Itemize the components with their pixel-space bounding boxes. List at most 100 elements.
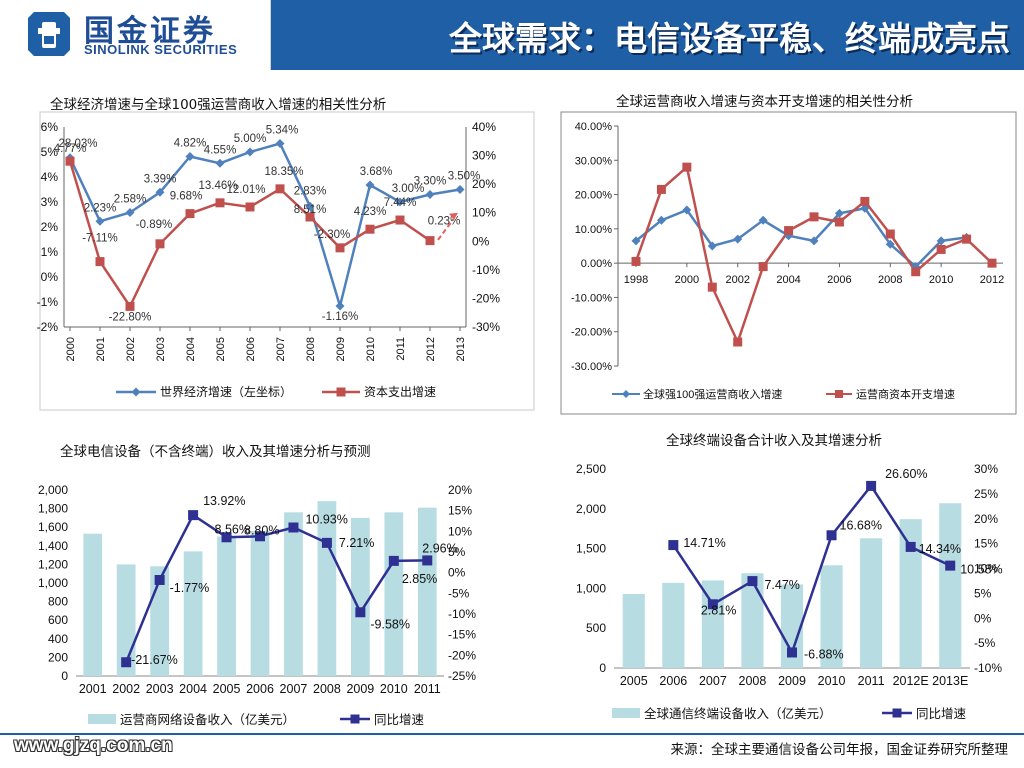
- chart4-x-tick-label: 2012E: [893, 674, 929, 688]
- chart1-right-tick-label: -20%: [472, 291, 500, 305]
- chart4-x-tick-label: 2006: [659, 674, 687, 688]
- chart3-left-tick-label: 1,000: [38, 576, 68, 590]
- chart3-x-tick-label: 2001: [79, 682, 107, 696]
- chart3-left-tick-label: 1,800: [38, 502, 68, 516]
- chart3-data-label-growth: 2.96%: [422, 541, 457, 555]
- chart1-left-tick-label: -2%: [37, 320, 59, 334]
- chart1-point-capex: [395, 215, 405, 225]
- chart1-point-capex: [305, 212, 315, 222]
- chart4-point-growth: [668, 540, 679, 551]
- chart1-left-tick-label: 2%: [41, 220, 59, 234]
- chart3-data-label-growth: -21.67%: [131, 653, 178, 667]
- chart3-left-tick-label: 1,200: [38, 557, 68, 571]
- chart4-data-label-growth: 26.60%: [885, 467, 927, 481]
- chart3-x-tick-label: 2011: [414, 682, 441, 696]
- chart1-point-world-growth: [245, 147, 255, 157]
- chart1-point-capex: [95, 257, 105, 267]
- chart3-point-growth: [154, 574, 165, 585]
- chart1-x-tick-label: 2000: [65, 337, 77, 361]
- chart2-title: 全球运营商收入增速与资本开支增速的相关性分析: [616, 94, 913, 110]
- chart2-y-tick-label: 40.00%: [575, 121, 613, 133]
- chart2-point-capex: [834, 217, 844, 227]
- chart3-point-growth: [288, 522, 299, 533]
- chart3-right-tick-label: -20%: [448, 648, 476, 662]
- chart3-left-tick-label: 0: [61, 669, 68, 683]
- chart1-left-tick-label: 5%: [41, 145, 59, 159]
- chart3-data-label-growth: -9.58%: [370, 617, 410, 631]
- chart3-point-growth: [422, 555, 433, 566]
- footer-source-note: 来源：全球主要通信设备公司年报，国金证券研究所整理: [670, 742, 1009, 758]
- chart1-right-tick-label: 0%: [472, 234, 490, 248]
- chart1-right-tick-label: 20%: [472, 177, 496, 191]
- chart1-point-capex: [125, 301, 135, 311]
- chart2-x-tick-label: 2010: [929, 274, 953, 286]
- chart4-x-tick-label: 2005: [620, 674, 648, 688]
- chart1-x-tick-label: 2003: [155, 337, 167, 361]
- chart1-x-tick-label: 2010: [365, 337, 377, 361]
- chart1-data-label-world-growth: 3.30%: [414, 176, 447, 188]
- chart4-right-tick-label: 30%: [974, 462, 998, 476]
- chart4-data-label-growth: 10.58%: [960, 563, 1002, 577]
- chart4-right-tick-label: 10%: [974, 562, 998, 576]
- chart3-bar: [317, 501, 337, 676]
- chart3-point-growth: [321, 537, 332, 548]
- chart4-x-tick-label: 2009: [778, 674, 806, 688]
- chart4-series-line-growth: [672, 483, 951, 656]
- chart3-point-growth: [221, 532, 232, 543]
- chart4-left-tick-label: 1,000: [576, 581, 606, 595]
- chart4-legend-marker-line: [892, 708, 902, 718]
- chart4-data-label-growth: 16.68%: [840, 518, 882, 532]
- chart4-title: 全球终端设备合计收入及其增速分析: [666, 433, 882, 449]
- chart2-point-capex: [656, 184, 666, 194]
- chart1-data-label-capex: 4.23%: [354, 206, 387, 218]
- chart4-left-tick-label: 500: [586, 621, 606, 635]
- chart3-legend-label-bar: 运营商网络设备收入（亿美元）: [120, 712, 295, 727]
- chart1-x-tick-label: 2001: [95, 337, 107, 361]
- chart3-bar: [83, 533, 103, 676]
- chart4-bar: [622, 593, 645, 668]
- chart1-point-capex: [245, 202, 255, 212]
- chart2-y-tick-label: 20.00%: [575, 190, 613, 202]
- chart2-point-revenue: [733, 234, 743, 244]
- chart3-right-tick-label: -10%: [448, 607, 476, 621]
- chart3-point-growth: [388, 555, 399, 566]
- sinolink-logo-icon: [28, 12, 70, 56]
- chart4-bar: [939, 503, 962, 668]
- chart1-left-tick-label: 0%: [41, 270, 59, 284]
- chart1-right-tick-label: 40%: [472, 120, 496, 134]
- chart2-y-tick-label: -30.00%: [571, 361, 612, 373]
- chart1-x-tick-label: 2011: [395, 337, 407, 361]
- chart3-x-tick-label: 2006: [246, 682, 274, 696]
- chart4-legend-label-line: 同比增速: [916, 706, 967, 721]
- chart2-point-capex: [809, 212, 819, 222]
- chart1-data-label-capex: -0.89%: [136, 219, 172, 231]
- chart1-data-label-world-growth: 3.00%: [392, 183, 425, 195]
- chart4-point-growth: [826, 530, 837, 541]
- chart4-x-tick-label: 2008: [739, 674, 767, 688]
- chart2-point-capex: [987, 258, 997, 268]
- chart1-point-world-growth: [215, 158, 225, 168]
- chart1-data-label-capex: 9.68%: [170, 191, 203, 203]
- chart1-data-label-world-growth: 5.34%: [266, 125, 299, 137]
- chart2-point-revenue: [682, 205, 692, 215]
- chart4-right-tick-label: 15%: [974, 537, 998, 551]
- chart1-point-world-growth: [275, 139, 285, 148]
- chart4-bar: [820, 565, 843, 668]
- chart1-frame: [39, 111, 535, 411]
- chart1-legend-marker-capex: [336, 387, 346, 397]
- chart2-point-revenue: [656, 215, 666, 225]
- chart3-point-growth: [355, 607, 366, 618]
- chart4-right-tick-label: -10%: [974, 661, 1002, 675]
- chart1-x-tick-label: 2008: [305, 337, 317, 361]
- chart2-x-tick-label: 2008: [878, 274, 902, 286]
- chart1-point-world-growth: [125, 208, 135, 217]
- chart1-point-capex: [185, 209, 195, 219]
- chart1-trend-arrow-head: [449, 212, 458, 220]
- chart4-legend-swatch-bar: [612, 708, 640, 718]
- chart1-right-tick-label: -30%: [472, 320, 500, 334]
- slide-title: 全球需求：电信设备平稳、终端成亮点: [449, 19, 1010, 58]
- chart2-point-revenue: [936, 236, 946, 246]
- chart3-right-tick-label: 10%: [448, 524, 472, 538]
- chart4-bar: [860, 538, 883, 668]
- chart4-x-tick-label: 2011: [858, 674, 885, 688]
